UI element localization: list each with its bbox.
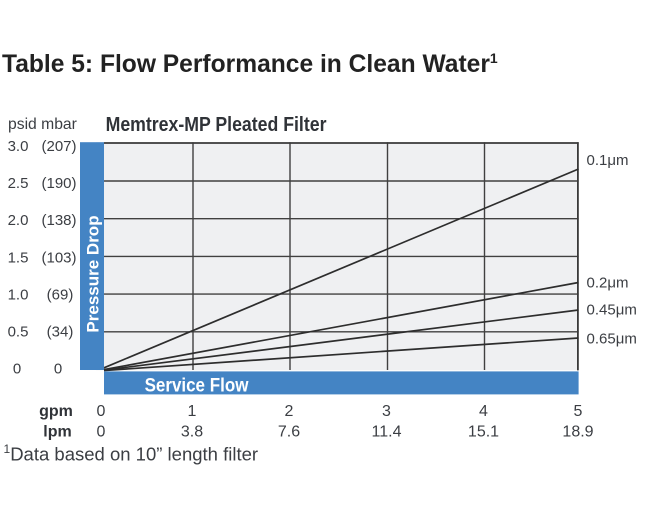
svg-text:psid mbar: psid mbar [8,116,77,133]
svg-text:1: 1 [188,403,197,420]
svg-text:0: 0 [13,361,21,378]
svg-text:0: 0 [54,361,62,378]
svg-text:7.6: 7.6 [278,423,300,440]
svg-text:Service Flow: Service Flow [145,375,250,396]
svg-text:18.9: 18.9 [562,423,593,440]
svg-text:5: 5 [574,403,583,420]
svg-text:1.5: 1.5 [8,249,29,266]
svg-text:Table 5: Flow Performance in C: Table 5: Flow Performance in Clean Water… [2,50,498,78]
svg-text:0.65μm: 0.65μm [587,330,637,347]
svg-text:(207): (207) [41,138,76,155]
svg-text:0: 0 [97,423,106,440]
svg-text:3: 3 [382,403,391,420]
svg-text:0.5: 0.5 [8,324,29,341]
svg-text:0.1μm: 0.1μm [587,152,629,169]
svg-text:0.2μm: 0.2μm [587,274,629,291]
svg-text:(103): (103) [41,249,76,266]
svg-text:3.0: 3.0 [8,138,29,155]
svg-text:1Data based on 10” length filt: 1Data based on 10” length filter [4,442,259,465]
svg-text:Pressure Drop: Pressure Drop [84,215,103,332]
svg-text:(69): (69) [47,286,74,303]
svg-text:4: 4 [479,403,488,420]
svg-text:0.45μm: 0.45μm [587,302,637,319]
svg-text:Memtrex-MP Pleated Filter: Memtrex-MP Pleated Filter [106,114,327,136]
svg-text:3.8: 3.8 [181,423,203,440]
svg-text:2.0: 2.0 [8,212,29,229]
svg-text:15.1: 15.1 [468,423,499,440]
svg-text:2.5: 2.5 [8,175,29,192]
svg-text:2: 2 [285,403,294,420]
svg-text:0: 0 [97,403,106,420]
svg-text:lpm: lpm [43,423,71,440]
svg-text:(138): (138) [41,212,76,229]
svg-text:gpm: gpm [39,403,73,420]
svg-text:11.4: 11.4 [372,423,402,440]
svg-text:(190): (190) [41,175,76,192]
svg-text:1.0: 1.0 [8,286,29,303]
svg-text:(34): (34) [47,324,74,341]
